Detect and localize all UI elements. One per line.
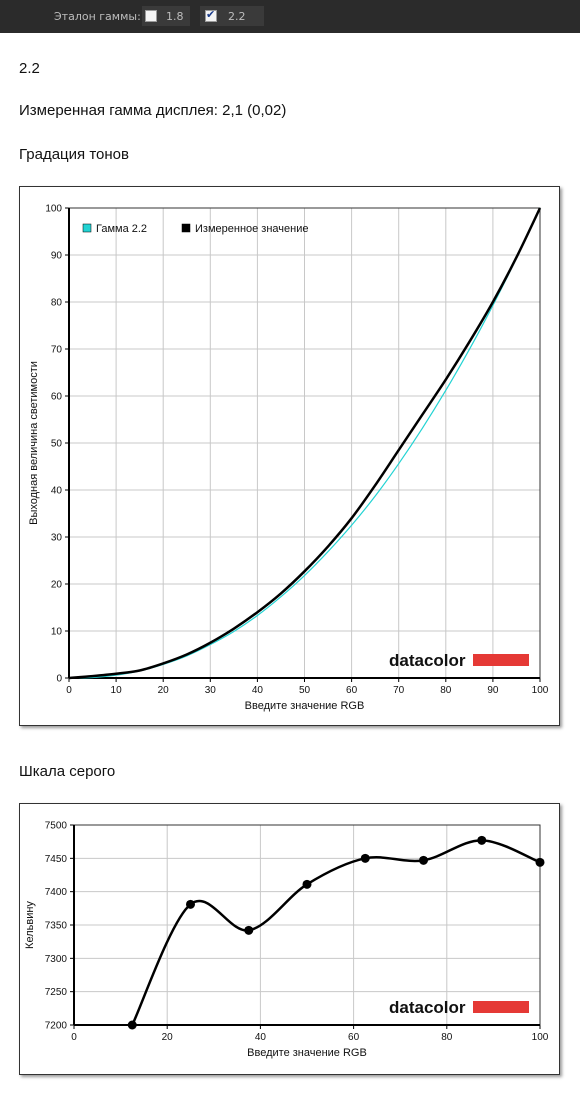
x-tick-label: 80 <box>440 685 452 696</box>
gamma-option-1-8-label: 1.8 <box>166 10 184 23</box>
x-axis-title: Введите значение RGB <box>247 1047 367 1059</box>
x-tick-label: 40 <box>255 1032 267 1043</box>
y-tick-label: 7200 <box>45 1021 68 1032</box>
y-axis-title: Кельвину <box>24 901 36 949</box>
section-title-gray: Шкала серого <box>19 763 116 780</box>
x-axis-title: Введите значение RGB <box>245 700 365 712</box>
checkbox-2-2[interactable]: ✔ <box>205 9 217 22</box>
datacolor-logo-bar <box>473 1001 529 1013</box>
selected-gamma-value: 2.2 <box>19 60 40 77</box>
tone-gradation-chart: 0 10 20 30 40 50 60 70 80 90 100 0 10 20 30 40 50 60 70 80 9… <box>19 186 560 726</box>
series-line-1 <box>131 839 541 1026</box>
measured-gamma-text: Измеренная гамма дисплея: 2,1 (0,02) <box>19 102 287 119</box>
section-title-tone: Градация тонов <box>19 146 129 163</box>
checkmark-icon: ✔ <box>206 9 216 21</box>
x-tick-label: 80 <box>441 1032 453 1043</box>
x-tick-label: 60 <box>348 1032 360 1043</box>
x-tick-label: 90 <box>487 685 499 696</box>
gamma-option-2-2[interactable]: ✔ 2.2 <box>200 6 264 26</box>
gamma-reference-label: Эталон гаммы: <box>54 10 141 23</box>
x-tick-label: 70 <box>393 685 405 696</box>
gamma-option-2-2-label: 2.2 <box>228 10 246 23</box>
y-tick-label: 7400 <box>45 887 68 898</box>
y-tick-label: 40 <box>51 486 63 497</box>
x-tick-label: 0 <box>71 1032 77 1043</box>
legend-swatch <box>82 223 92 233</box>
data-point <box>477 835 487 845</box>
y-tick-label: 10 <box>51 627 63 638</box>
x-tick-label: 100 <box>532 1032 549 1043</box>
gamma-option-1-8[interactable]: 1.8 <box>142 6 190 26</box>
y-tick-label: 80 <box>51 298 63 309</box>
y-tick-label: 20 <box>51 580 63 591</box>
y-tick-label: 7350 <box>45 921 68 932</box>
series-line-2 <box>68 207 542 680</box>
x-tick-label: 60 <box>346 685 358 696</box>
top-toolbar: Эталон гаммы: 1.8 ✔ 2.2 <box>0 0 580 33</box>
y-tick-label: 100 <box>45 204 62 215</box>
x-tick-label: 50 <box>299 685 311 696</box>
legend-swatch <box>181 223 191 233</box>
tone-chart-svg: 0 10 20 30 40 50 60 70 80 90 100 0 10 20 30 40 50 60 70 80 9… <box>28 204 549 713</box>
datacolor-logo-text: datacolor <box>389 998 466 1017</box>
x-tick-label: 20 <box>158 685 170 696</box>
data-point <box>360 853 370 863</box>
grayscale-chart: 0 20 40 60 80 100 7200 7250 7300 7350 7400 7450 7500… <box>19 803 560 1075</box>
x-tick-label: 100 <box>532 685 549 696</box>
legend-label: Гамма 2.2 <box>96 223 147 235</box>
datacolor-logo-text: datacolor <box>389 651 466 670</box>
x-tick-label: 40 <box>252 685 264 696</box>
y-tick-label: 7450 <box>45 854 68 865</box>
data-point <box>127 1020 137 1030</box>
data-point <box>302 879 312 889</box>
grayscale-chart-svg: 0 20 40 60 80 100 7200 7250 7300 7350 7400 7450 7500… <box>24 821 549 1060</box>
x-tick-label: 30 <box>205 685 217 696</box>
y-tick-label: 50 <box>51 439 63 450</box>
y-tick-label: 90 <box>51 251 63 262</box>
data-point <box>244 925 254 935</box>
x-tick-label: 10 <box>111 685 123 696</box>
x-tick-label: 0 <box>66 685 72 696</box>
data-point <box>419 855 428 865</box>
y-tick-label: 7500 <box>45 821 68 832</box>
y-tick-label: 30 <box>51 533 63 544</box>
data-point <box>535 857 545 867</box>
y-tick-label: 60 <box>51 392 63 403</box>
x-tick-label: 20 <box>162 1032 174 1043</box>
y-tick-label: 7300 <box>45 954 68 965</box>
y-tick-label: 70 <box>51 345 63 356</box>
legend-label: Измеренное значение <box>195 223 309 235</box>
y-tick-label: 0 <box>56 674 62 685</box>
datacolor-logo-bar <box>473 654 529 666</box>
checkbox-1-8[interactable] <box>145 10 157 22</box>
data-point <box>186 899 195 909</box>
y-axis-title: Выходная величина светимости <box>28 361 40 525</box>
y-tick-label: 7250 <box>45 987 68 998</box>
